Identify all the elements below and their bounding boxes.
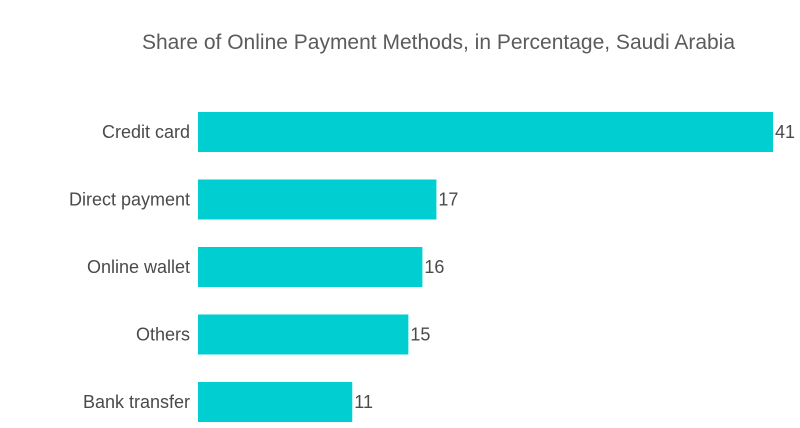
bar-group: Others 15 xyxy=(136,314,430,355)
bar xyxy=(198,247,423,287)
bar-group: Online wallet 16 xyxy=(87,247,444,287)
bars-layer: Credit card 41 Direct payment 17 Online wall… xyxy=(69,112,795,422)
category-label: Direct payment xyxy=(69,190,190,210)
chart-title: Share of Online Payment Methods, in Perc… xyxy=(142,31,735,54)
bar-group: Bank transfer 11 xyxy=(83,382,373,422)
value-label: 11 xyxy=(354,392,373,412)
value-label: 16 xyxy=(424,257,444,277)
category-label: Credit card xyxy=(102,122,190,142)
value-label: 17 xyxy=(438,190,458,210)
value-label: 41 xyxy=(775,122,795,142)
category-label: Bank transfer xyxy=(83,392,190,412)
value-label: 15 xyxy=(410,325,430,345)
category-label: Others xyxy=(136,325,190,345)
bar-group: Credit card 41 xyxy=(102,112,795,152)
bar xyxy=(198,382,353,422)
bar-group: Direct payment 17 xyxy=(69,179,458,220)
bar xyxy=(198,112,773,152)
bar xyxy=(198,314,409,355)
category-label: Online wallet xyxy=(87,257,190,277)
bar xyxy=(198,179,437,220)
